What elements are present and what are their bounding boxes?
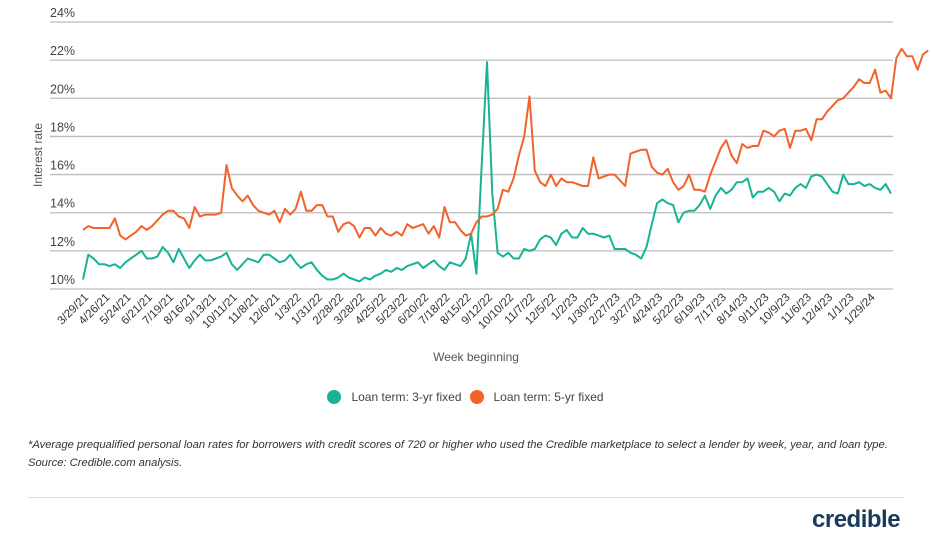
footnote: *Average prequalified personal loan rate… bbox=[28, 439, 888, 469]
legend-label-3yr: Loan term: 3-yr fixed bbox=[351, 390, 462, 404]
legend-dot-5yr bbox=[469, 390, 484, 404]
y-tick-label: 22% bbox=[50, 44, 75, 58]
series-line-3yr bbox=[82, 61, 892, 283]
y-tick-label: 10% bbox=[50, 273, 75, 287]
x-axis-label: Week beginning bbox=[433, 350, 519, 364]
x-axis-ticks: 3/29/214/26/215/24/216/21/217/19/218/16/… bbox=[56, 291, 879, 332]
logo-text: credible bbox=[812, 506, 901, 533]
divider bbox=[28, 497, 904, 498]
y-axis-label: Interest rate bbox=[31, 123, 45, 187]
series-lines bbox=[82, 47, 929, 283]
gridlines bbox=[50, 21, 893, 290]
legend: Loan term: 3-yr fixed Loan term: 5-yr fi… bbox=[0, 390, 931, 404]
line-chart: 10% 12% 14% 16% 18% 20% 22% 24% Interest rate 3… bbox=[31, 6, 929, 364]
y-tick-label: 14% bbox=[50, 197, 75, 211]
y-tick-label: 24% bbox=[50, 6, 75, 20]
y-tick-label: 16% bbox=[50, 159, 75, 173]
y-tick-label: 18% bbox=[50, 120, 75, 134]
legend-dot-3yr bbox=[327, 390, 342, 404]
y-tick-label: 12% bbox=[50, 235, 75, 249]
legend-label-5yr: Loan term: 5-yr fixed bbox=[493, 390, 604, 404]
y-tick-label: 20% bbox=[50, 82, 75, 96]
y-axis-ticks: 10% 12% 14% 16% 18% 20% 22% 24% bbox=[50, 6, 75, 287]
legend-item-3yr[interactable]: Loan term: 3-yr fixed bbox=[327, 390, 462, 404]
credible-logo: credible bbox=[812, 506, 901, 533]
legend-item-5yr[interactable]: Loan term: 5-yr fixed bbox=[469, 390, 604, 404]
series-line-5yr bbox=[82, 47, 929, 241]
